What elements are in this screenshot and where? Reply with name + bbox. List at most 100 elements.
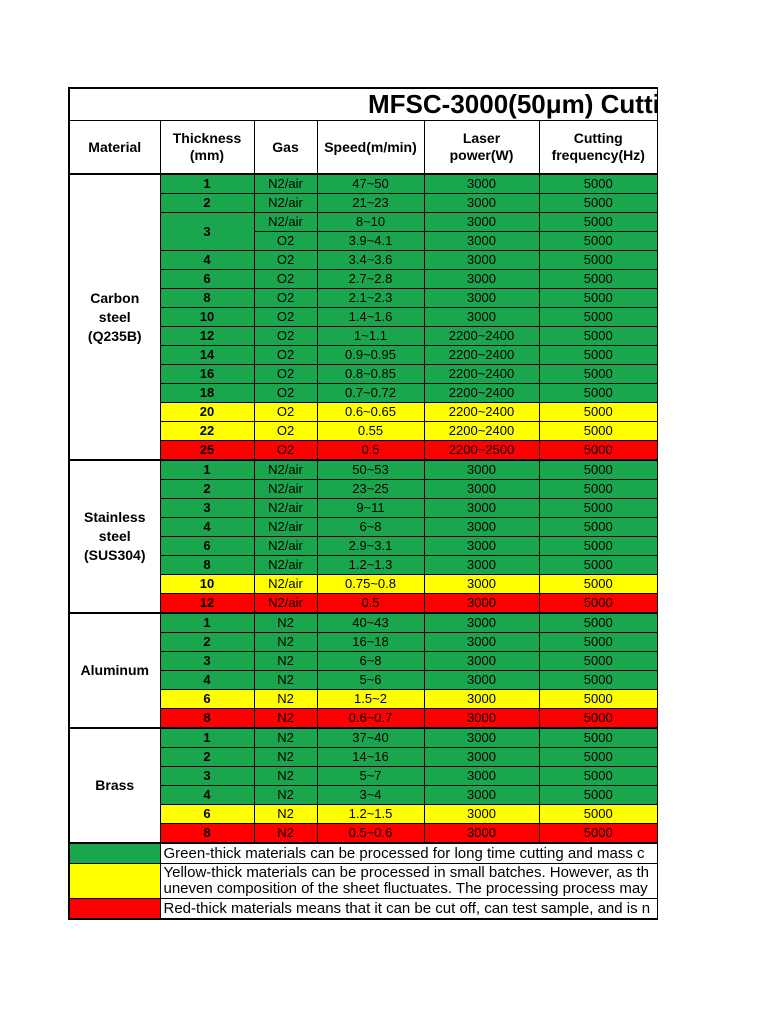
speed-cell: 6~8: [316, 517, 425, 537]
table-row: O2 3.9~4.1 3000 5000: [69, 231, 658, 251]
thickness-cell: 1: [159, 612, 255, 633]
speed-cell: 23~25: [316, 479, 425, 499]
frequency-cell: 5000: [538, 212, 658, 232]
legend-text-line: Red-thick materials means that it can be…: [163, 900, 651, 917]
legend-text: Red-thick materials means that it can be…: [159, 898, 658, 920]
table-row: 10 O2 1.4~1.6 3000 5000: [69, 307, 658, 327]
frequency-cell: 5000: [538, 612, 658, 633]
frequency-cell: 5000: [538, 823, 658, 844]
column-header-material: Material: [68, 120, 161, 175]
frequency-cell: 5000: [538, 727, 658, 748]
speed-cell: 0.8~0.85: [316, 364, 425, 384]
gas-cell: N2/air: [253, 459, 318, 480]
column-header-laser-power: Laser power(W): [423, 120, 540, 175]
power-cell: 2200~2500: [423, 440, 540, 461]
thickness-cell: 2: [159, 747, 255, 767]
power-cell: 3000: [423, 173, 540, 194]
gas-cell: N2: [253, 632, 318, 652]
thickness-cell: 2: [159, 632, 255, 652]
frequency-cell: 5000: [538, 459, 658, 480]
material-cell: Stainless steel (SUS304): [68, 459, 161, 614]
page-title: MFSC-3000(50μm) Cutti: [68, 87, 658, 121]
gas-cell: N2: [253, 612, 318, 633]
frequency-cell: 5000: [538, 517, 658, 537]
gas-cell: O2: [253, 250, 318, 270]
table-row: 3 N2 5~7 3000 5000: [69, 766, 658, 786]
frequency-cell: 5000: [538, 536, 658, 556]
thickness-cell: 10: [159, 307, 255, 327]
thickness-cell: 2: [159, 479, 255, 499]
power-cell: 3000: [423, 651, 540, 671]
thickness-cell: 20: [159, 402, 255, 422]
table-row: 20 O2 0.6~0.65 2200~2400 5000: [69, 402, 658, 422]
gas-cell: N2: [253, 689, 318, 709]
frequency-cell: 5000: [538, 364, 658, 384]
power-cell: 3000: [423, 288, 540, 308]
thickness-cell: 8: [159, 708, 255, 729]
power-cell: 3000: [423, 269, 540, 289]
frequency-cell: 5000: [538, 498, 658, 518]
frequency-cell: 5000: [538, 651, 658, 671]
speed-cell: 14~16: [316, 747, 425, 767]
speed-cell: 0.7~0.72: [316, 383, 425, 403]
frequency-cell: 5000: [538, 173, 658, 194]
table-row: 8 N2 0.5~0.6 3000 5000: [69, 823, 658, 844]
thickness-cell: 10: [159, 574, 255, 594]
power-cell: 3000: [423, 689, 540, 709]
speed-cell: 3.4~3.6: [316, 250, 425, 270]
table-row: 6 O2 2.7~2.8 3000 5000: [69, 269, 658, 289]
table-row: Stainless steel (SUS304) 1 N2/air 50~53 3000…: [68, 459, 658, 614]
frequency-cell: 5000: [538, 747, 658, 767]
cutting-parameters-table: MFSC-3000(50μm) Cutti Material Thickness…: [68, 87, 658, 920]
thickness-cell: 1: [159, 459, 255, 480]
title-row: MFSC-3000(50μm) Cutti: [68, 87, 658, 121]
table-row: 8 N2/air 1.2~1.3 3000 5000: [69, 555, 658, 575]
frequency-cell: 5000: [538, 689, 658, 709]
speed-cell: 2.7~2.8: [316, 269, 425, 289]
speed-cell: 1.2~1.3: [316, 555, 425, 575]
speed-cell: 2.9~3.1: [316, 536, 425, 556]
frequency-cell: 5000: [538, 269, 658, 289]
gas-cell: O2: [253, 383, 318, 403]
legend-row: Green-thick materials can be processed f…: [68, 842, 658, 864]
thickness-cell: 3: [159, 498, 255, 518]
table-row: 6 N2 1.5~2 3000 5000: [69, 689, 658, 709]
power-cell: 3000: [423, 212, 540, 232]
table-row: 4 O2 3.4~3.6 3000 5000: [69, 250, 658, 270]
column-header-cutting-frequency: Cutting frequency(Hz): [538, 120, 658, 175]
power-cell: 3000: [423, 498, 540, 518]
legend-text-line: Yellow-thick materials can be processed …: [163, 865, 650, 881]
speed-cell: 5~6: [316, 670, 425, 690]
thickness-cell: 3: [159, 651, 255, 671]
column-header-speed: Speed(m/min): [316, 120, 425, 175]
thickness-cell: 4: [159, 517, 255, 537]
speed-cell: 0.5: [316, 593, 425, 614]
gas-cell: N2/air: [253, 193, 318, 213]
table-row: 2 N2 16~18 3000 5000: [69, 632, 658, 652]
gas-cell: N2/air: [253, 555, 318, 575]
material-cell: Brass: [68, 727, 161, 844]
frequency-cell: 5000: [538, 804, 658, 824]
table-row: Brass 1 N2 37~40 3000 5000: [68, 727, 658, 844]
gas-cell: O2: [253, 326, 318, 346]
thickness-cell: 3: [159, 766, 255, 786]
material-cell: Carbon steel (Q235B): [68, 173, 161, 461]
gas-cell: O2: [253, 307, 318, 327]
frequency-cell: 5000: [538, 440, 658, 461]
thickness-cell: 4: [159, 670, 255, 690]
frequency-cell: 5000: [538, 766, 658, 786]
gas-cell: O2: [253, 421, 318, 441]
speed-cell: 2.1~2.3: [316, 288, 425, 308]
power-cell: 3000: [423, 766, 540, 786]
power-cell: 3000: [423, 632, 540, 652]
table-body: Carbon steel (Q235B) 1 N2/air 47~50 3000 5000…: [68, 173, 658, 920]
frequency-cell: 5000: [538, 670, 658, 690]
speed-cell: 16~18: [316, 632, 425, 652]
gas-cell: N2: [253, 823, 318, 844]
gas-cell: N2: [253, 727, 318, 748]
gas-cell: N2: [253, 747, 318, 767]
thickness-cell: 2: [159, 193, 255, 213]
power-cell: 3000: [423, 574, 540, 594]
thickness-cell: 6: [159, 689, 255, 709]
